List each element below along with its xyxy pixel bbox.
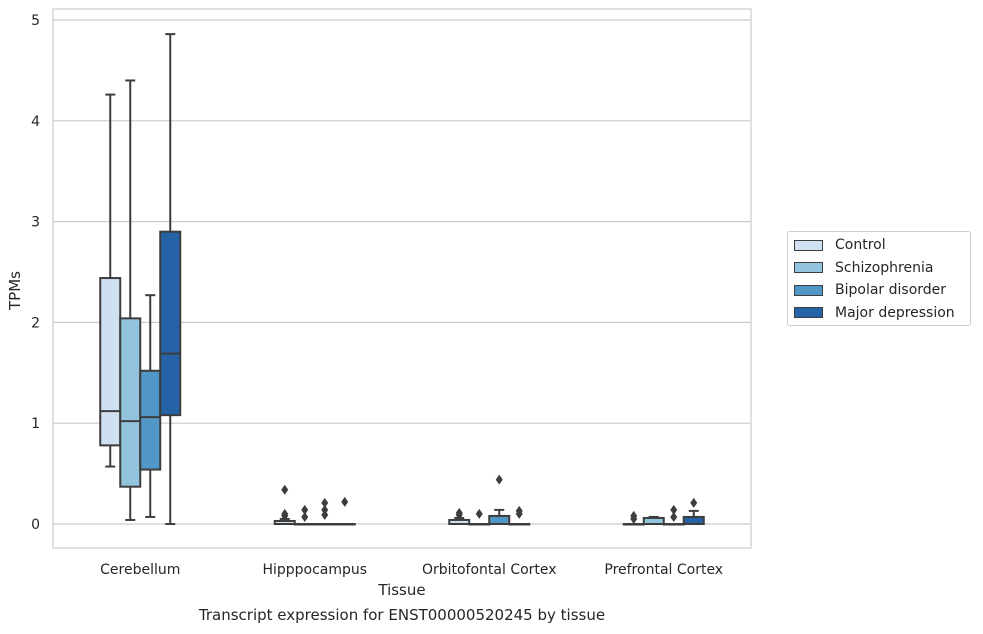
outlier-point: [690, 497, 698, 508]
y-tick-label: 0: [31, 517, 40, 533]
legend-label: Schizophrenia: [835, 259, 934, 276]
x-tick-label: Prefrontal Cortex: [604, 562, 723, 578]
box-2-1: [273, 484, 296, 526]
box-body: [682, 515, 705, 525]
outlier-point: [495, 474, 503, 485]
y-tick-label: 2: [31, 315, 40, 331]
box-4-4: [682, 497, 705, 525]
box-4-3: [662, 504, 685, 526]
box-body: [488, 514, 511, 525]
plot-frame: [52, 8, 752, 549]
outlier-point: [630, 510, 638, 521]
x-axis-label: Tissue: [377, 581, 425, 599]
outlier-point: [281, 484, 289, 495]
box-3-2: [468, 508, 491, 526]
legend-swatch: [794, 262, 823, 273]
box-1-3: [139, 294, 162, 518]
legend-swatch: [794, 284, 823, 296]
y-tick-label: 4: [31, 114, 40, 130]
y-axis-label: TPMs: [6, 271, 24, 311]
outlier-point: [321, 504, 329, 515]
box-4-1: [622, 510, 645, 526]
outlier-point: [321, 497, 329, 508]
x-tick-label: Orbitofontal Cortex: [422, 562, 557, 578]
box-3-4: [508, 505, 531, 526]
box-1-2: [119, 79, 142, 521]
outlier-point: [301, 511, 309, 522]
box-body: [159, 230, 182, 417]
y-tick-labels: 0 1 2 3 4 5: [31, 13, 40, 533]
legend-item: Major depression: [794, 304, 955, 322]
box-1-1: [99, 93, 122, 468]
legend-item: Control: [794, 236, 886, 254]
chart-title: Transcript expression for ENST0000052024…: [198, 606, 606, 624]
legend-swatch: [794, 239, 823, 251]
outlier-point: [670, 511, 678, 522]
box-layer: [99, 33, 705, 526]
y-tick-label: 3: [31, 215, 40, 231]
box-2-4: [333, 496, 356, 526]
outlier-point: [475, 508, 483, 519]
box-body: [99, 277, 122, 447]
legend: Control Schizophrenia Bipolar disorder Majo…: [787, 231, 971, 326]
box-2-2: [293, 504, 316, 526]
outlier-point: [321, 509, 329, 520]
legend-label: Major depression: [835, 304, 955, 321]
box-2-3: [313, 497, 336, 526]
box-4-2: [642, 515, 665, 526]
outlier-point: [455, 507, 463, 518]
x-tick-label: Cerebellum: [100, 562, 180, 578]
outlier-point: [515, 505, 523, 516]
legend-swatch: [794, 307, 823, 318]
outlier-point: [301, 504, 309, 515]
legend-label: Bipolar disorder: [835, 282, 947, 298]
outlier-point: [281, 508, 289, 519]
y-tick-label: 1: [31, 416, 40, 432]
legend-label: Control: [835, 237, 886, 253]
box-body: [119, 317, 142, 488]
box-body: [139, 369, 162, 471]
y-tick-label: 5: [31, 13, 40, 29]
box-3-3: [488, 474, 511, 525]
legend-item: Schizophrenia: [794, 259, 933, 277]
outlier-point: [670, 504, 678, 515]
legend-item: Bipolar disorder: [794, 281, 946, 299]
box-3-1: [448, 507, 471, 526]
x-tick-labels: Cerebellum Hipppocampus Orbitofontal Corte…: [100, 562, 723, 578]
outlier-point: [341, 496, 349, 507]
x-tick-label: Hipppocampus: [262, 562, 367, 578]
box-1-4: [159, 33, 182, 525]
